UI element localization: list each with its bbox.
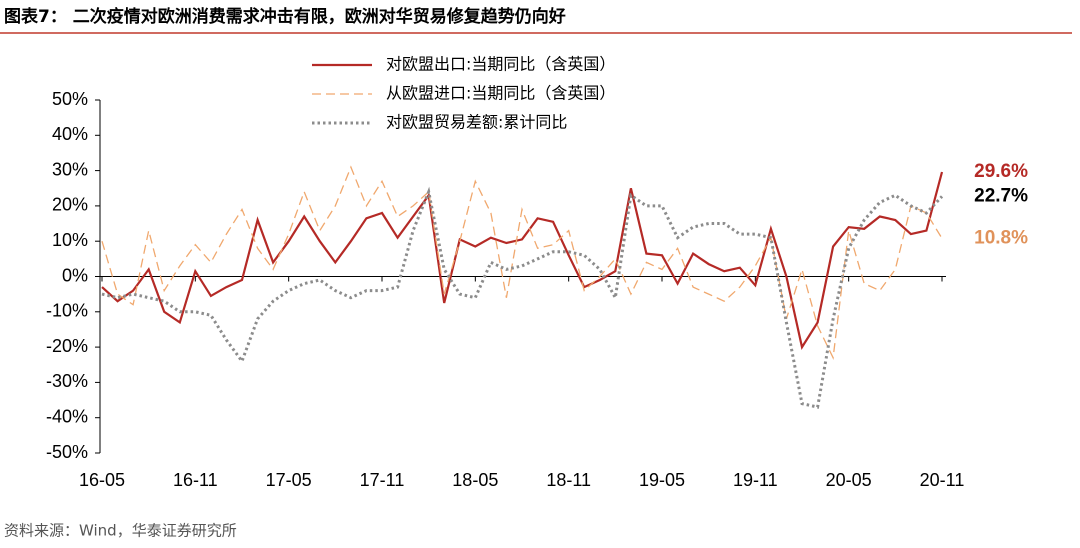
- y-tick-label: -30%: [46, 371, 88, 391]
- y-tick-label: -10%: [46, 301, 88, 321]
- series-line: [101, 165, 943, 360]
- x-tick-label: 17-11: [360, 470, 405, 490]
- value-label: 29.6%: [974, 161, 1028, 182]
- x-tick-label: 20-05: [826, 470, 872, 490]
- source-note: 资料来源：Wind，华泰证券研究所: [4, 522, 237, 540]
- value-label: 10.8%: [974, 227, 1028, 248]
- x-tick-label: 19-11: [733, 470, 778, 490]
- value-label: 22.7%: [974, 185, 1028, 206]
- legend-label: 对欧盟贸易差额:累计同比: [386, 113, 567, 132]
- y-tick-label: 0%: [62, 265, 88, 285]
- y-tick-label: 40%: [52, 124, 88, 144]
- legend-label: 从欧盟进口:当期同比（含英国）: [386, 84, 615, 103]
- y-tick-label: 10%: [52, 230, 88, 250]
- x-tick-label: 18-05: [452, 470, 498, 490]
- x-tick-label: 20-11: [920, 470, 965, 490]
- y-tick-label: -40%: [46, 406, 88, 426]
- y-tick-label: -50%: [46, 442, 88, 462]
- y-tick-label: 20%: [52, 195, 88, 215]
- series-line: [101, 171, 944, 350]
- series-line: [101, 186, 944, 409]
- x-tick-label: 19-05: [639, 470, 685, 490]
- x-tick-label: 16-05: [79, 470, 125, 490]
- y-tick-label: -20%: [46, 336, 88, 356]
- legend-label: 对欧盟出口:当期同比（含英国）: [386, 55, 615, 74]
- y-tick-label: 30%: [52, 159, 88, 179]
- x-tick-label: 16-11: [173, 470, 218, 490]
- chart-title: 图表7： 二次疫情对欧洲消费需求冲击有限，欧洲对华贸易修复趋势仍向好: [4, 6, 566, 27]
- x-tick-label: 18-11: [546, 470, 591, 490]
- x-tick-label: 17-05: [266, 470, 312, 490]
- y-tick-label: 50%: [52, 89, 88, 109]
